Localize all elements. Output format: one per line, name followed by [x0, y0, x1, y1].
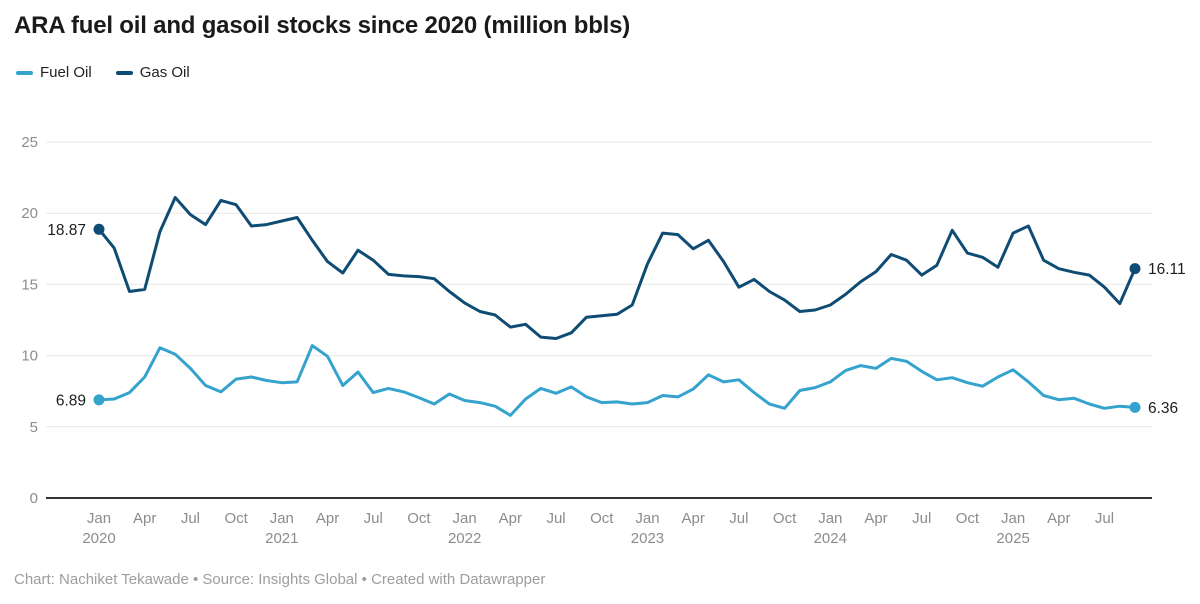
gas-oil-start-value-label: 18.87 — [47, 222, 86, 239]
x-axis-month-label: Jul — [546, 510, 565, 527]
legend-label-fuel-oil: Fuel Oil — [40, 64, 92, 81]
gas-oil-line — [97, 196, 1137, 340]
x-axis-month-label: Apr — [316, 510, 339, 527]
x-axis-month-label: Apr — [864, 510, 887, 527]
x-axis-month-label: Apr — [1047, 510, 1070, 527]
y-axis-tick-label: 20 — [21, 205, 38, 222]
chart-title: ARA fuel oil and gasoil stocks since 202… — [14, 12, 631, 39]
fuel-oil-start-value-label: 6.89 — [56, 392, 86, 409]
x-axis-year-label: 2025 — [996, 530, 1029, 547]
x-axis-month-label: Jan — [1001, 510, 1025, 527]
x-axis-month-label: Oct — [407, 510, 431, 527]
x-axis-year-label: 2023 — [631, 530, 664, 547]
x-axis-month-label: Oct — [773, 510, 797, 527]
legend-item-gas-oil: Gas Oil — [115, 64, 190, 81]
chart-legend: Fuel Oil Gas Oil — [16, 64, 190, 81]
gas-oil-end-value-label: 16.11 — [1148, 261, 1186, 278]
gas-oil-end-point — [1129, 263, 1141, 275]
fuel-oil-end-value-label: 6.36 — [1148, 400, 1178, 417]
x-axis-month-label: Jan — [270, 510, 294, 527]
legend-item-fuel-oil: Fuel Oil — [16, 64, 92, 81]
x-axis-year-label: 2020 — [82, 530, 115, 547]
fuel-oil-end-point — [1129, 401, 1141, 413]
gas-oil-start-point — [93, 223, 105, 235]
x-axis-month-label: Oct — [956, 510, 980, 527]
y-axis-tick-label: 0 — [30, 490, 38, 507]
gas-oil-swatch-icon — [115, 70, 133, 75]
x-axis-month-label: Apr — [133, 510, 156, 527]
x-axis-year-label: 2024 — [814, 530, 847, 547]
x-axis-month-label: Jan — [818, 510, 842, 527]
x-axis-year-label: 2022 — [448, 530, 481, 547]
x-axis-month-label: Jul — [181, 510, 200, 527]
legend-label-gas-oil: Gas Oil — [139, 64, 190, 81]
x-axis-month-label: Jul — [729, 510, 748, 527]
y-axis-tick-label: 25 — [21, 134, 38, 151]
chart-credit: Chart: Nachiket Tekawade • Source: Insig… — [14, 571, 546, 588]
x-axis-month-label: Oct — [590, 510, 614, 527]
x-axis-month-label: Jul — [364, 510, 383, 527]
x-axis-month-label: Apr — [499, 510, 522, 527]
x-axis-month-label: Jan — [453, 510, 477, 527]
x-axis-month-label: Oct — [224, 510, 248, 527]
y-axis-tick-label: 15 — [21, 276, 38, 293]
x-axis-month-label: Apr — [682, 510, 705, 527]
fuel-oil-start-point — [93, 394, 105, 406]
fuel-oil-swatch-icon — [16, 70, 33, 75]
x-axis-month-label: Jan — [635, 510, 659, 527]
x-axis-month-label: Jul — [912, 510, 931, 527]
x-axis-month-label: Jan — [87, 510, 111, 527]
x-axis-month-label: Jul — [1095, 510, 1114, 527]
x-axis-year-label: 2021 — [265, 530, 298, 547]
y-axis-tick-label: 10 — [21, 348, 38, 365]
fuel-oil-line — [97, 344, 1137, 417]
y-axis-tick-label: 5 — [30, 419, 38, 436]
